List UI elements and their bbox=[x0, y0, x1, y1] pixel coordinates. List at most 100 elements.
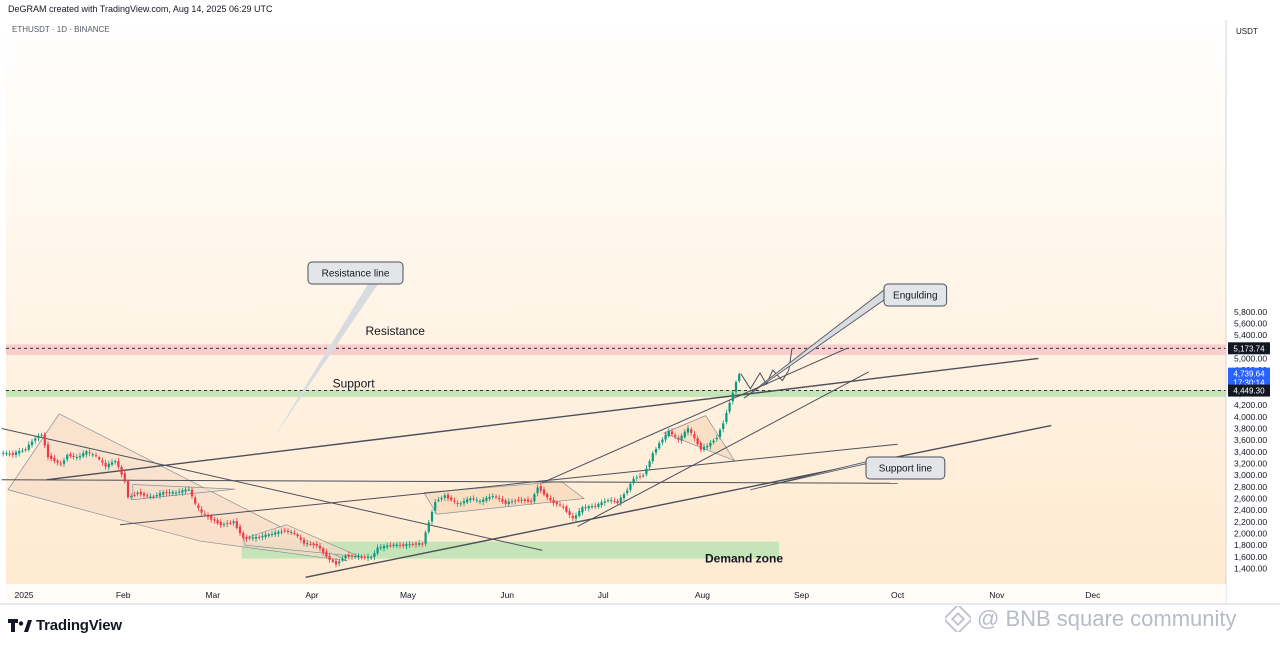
shape-wedge-apr bbox=[244, 524, 361, 558]
candle-body bbox=[322, 548, 325, 553]
support-price-badge bbox=[1228, 384, 1270, 397]
candle-body bbox=[587, 506, 590, 509]
candle-body bbox=[98, 457, 101, 460]
zone-demand-zone bbox=[241, 541, 780, 559]
candle-body bbox=[590, 506, 594, 508]
candle-body bbox=[168, 492, 171, 494]
candle-body bbox=[520, 499, 523, 501]
candle-body bbox=[619, 497, 622, 504]
candle-body bbox=[514, 500, 517, 502]
candle-body bbox=[734, 382, 738, 392]
candle-body bbox=[478, 500, 482, 502]
candle-body bbox=[152, 496, 155, 498]
candle-body bbox=[286, 530, 290, 532]
time-tick: Aug bbox=[695, 590, 710, 600]
candle-body bbox=[242, 532, 245, 539]
candle-body bbox=[315, 543, 318, 546]
price-tick: 2,200.00 bbox=[1234, 517, 1267, 527]
candle-body bbox=[533, 494, 536, 502]
time-tick: Feb bbox=[116, 590, 131, 600]
candle-body bbox=[363, 557, 366, 559]
price-tick: 5,000.00 bbox=[1234, 353, 1267, 363]
candle-body bbox=[552, 499, 555, 504]
candle-body bbox=[171, 491, 174, 494]
candle-body bbox=[107, 463, 110, 468]
time-tick: Jul bbox=[598, 590, 609, 600]
candle-body bbox=[302, 539, 306, 544]
candle-body bbox=[104, 462, 107, 467]
candle-body bbox=[306, 543, 309, 545]
candle-body bbox=[482, 499, 485, 502]
candle-body bbox=[133, 494, 136, 496]
candle-body bbox=[638, 476, 642, 478]
candle-body bbox=[248, 537, 251, 539]
candle-body bbox=[555, 501, 558, 505]
candle-body bbox=[69, 453, 72, 457]
candle-body bbox=[200, 509, 203, 513]
price-tick: 2,000.00 bbox=[1234, 528, 1267, 538]
candle-body bbox=[101, 460, 104, 463]
candle-body bbox=[446, 494, 450, 499]
resistance-line bbox=[46, 357, 1039, 481]
shape-pennant-feb bbox=[132, 484, 236, 501]
candle-body bbox=[146, 495, 149, 497]
candle-body bbox=[162, 492, 165, 495]
quote-currency-label: USDT bbox=[1236, 27, 1258, 36]
candle-body bbox=[245, 537, 248, 539]
candle-body bbox=[37, 435, 40, 439]
candle-body bbox=[344, 555, 347, 559]
tradingview-logo-icon bbox=[8, 618, 32, 632]
candle-body bbox=[213, 519, 216, 521]
callout-pointer bbox=[273, 284, 378, 438]
candle-body bbox=[578, 511, 581, 516]
candle-body bbox=[680, 435, 683, 441]
candle-body bbox=[2, 452, 5, 454]
time-tick: Jun bbox=[500, 590, 514, 600]
candle-body bbox=[581, 507, 584, 513]
candle-body bbox=[165, 492, 168, 494]
candle-body bbox=[88, 452, 91, 454]
zone-resistance bbox=[6, 344, 1226, 355]
candle-body bbox=[117, 461, 120, 467]
descending-line bbox=[1, 427, 543, 551]
time-axis[interactable]: 2025 Feb Mar Apr May Jun Jul Aug Sep Oct Nov Dec bbox=[15, 590, 1102, 600]
candle-body bbox=[693, 434, 696, 439]
candle-body bbox=[78, 455, 82, 458]
candle-body bbox=[651, 453, 654, 462]
candle-body bbox=[85, 451, 88, 455]
time-tick: Dec bbox=[1085, 590, 1101, 600]
candle-body bbox=[488, 496, 491, 499]
candle-body bbox=[731, 392, 734, 402]
candle-body bbox=[606, 500, 610, 502]
candle-body bbox=[613, 500, 616, 502]
tradingview-brand: TradingView bbox=[36, 617, 122, 634]
candle-body bbox=[238, 526, 242, 534]
zone-support bbox=[6, 389, 1226, 397]
candle-body bbox=[510, 501, 514, 503]
candle-body bbox=[126, 481, 130, 498]
candle-body bbox=[82, 453, 85, 457]
candle-body bbox=[325, 551, 328, 557]
candle-body bbox=[536, 487, 539, 494]
candle-body bbox=[178, 491, 181, 493]
candle-body bbox=[139, 491, 142, 495]
candle-body bbox=[267, 534, 270, 536]
candle-body bbox=[491, 496, 494, 498]
label-demand-zone: Demand zone bbox=[705, 552, 783, 566]
candle-body bbox=[517, 499, 520, 501]
horizontal-line bbox=[1, 479, 898, 484]
candle-body bbox=[75, 456, 78, 458]
price-tick: 3,200.00 bbox=[1234, 458, 1267, 468]
candle-body bbox=[229, 522, 232, 524]
candle-body bbox=[254, 536, 258, 539]
callout-support-line bbox=[865, 456, 946, 480]
price-axis[interactable]: 1,400.00 1,600.00 1,800.00 2,000.002,200.00… bbox=[1234, 307, 1267, 574]
candle-body bbox=[498, 498, 501, 500]
candle-body bbox=[376, 547, 379, 554]
current-price-badge bbox=[1228, 367, 1270, 389]
candle-body bbox=[235, 521, 238, 528]
candle-body bbox=[328, 555, 331, 560]
tradingview-logo[interactable]: TradingView bbox=[8, 617, 122, 634]
candle-body bbox=[123, 473, 126, 482]
